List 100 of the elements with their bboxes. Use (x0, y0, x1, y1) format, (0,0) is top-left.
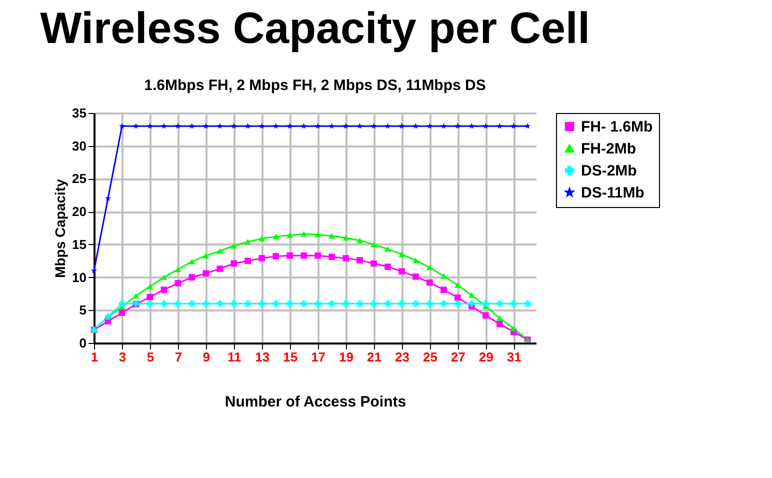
point (454, 282, 461, 288)
point (412, 273, 419, 280)
point (398, 252, 405, 258)
point (216, 122, 223, 129)
x-tick-label: 3 (118, 350, 126, 364)
x-tick-label: 15 (283, 350, 298, 364)
point (342, 122, 349, 129)
point (188, 274, 196, 280)
y-tick-label: 5 (79, 302, 86, 318)
point (132, 292, 140, 298)
point (174, 280, 182, 286)
point (454, 300, 461, 307)
point (398, 122, 405, 129)
point (146, 122, 153, 129)
x-tick-label: 31 (506, 350, 522, 364)
y-tick-label: 30 (72, 138, 86, 154)
point (118, 300, 126, 307)
point (314, 232, 321, 238)
point (440, 273, 447, 279)
point (300, 231, 307, 237)
point (132, 122, 139, 129)
legend-label: DS-11Mb (581, 184, 644, 202)
point (300, 300, 307, 307)
point (510, 326, 517, 332)
point (384, 246, 391, 252)
point (146, 294, 154, 300)
point (342, 300, 349, 307)
point (440, 286, 447, 293)
x-tick-label: 9 (202, 350, 210, 364)
point (314, 252, 321, 259)
chart-title: Wireless Capacity per Cell (40, 4, 590, 53)
legend-label: DS-2Mb (581, 162, 637, 180)
x-tick-label: 23 (394, 350, 410, 364)
point (272, 122, 279, 129)
point (258, 255, 266, 262)
x-tick-label: 21 (367, 350, 382, 364)
point (482, 300, 489, 307)
point (356, 122, 363, 129)
point (202, 270, 210, 277)
y-tick-label: 15 (72, 236, 86, 252)
x-tick-label: 1 (90, 350, 98, 364)
point (398, 268, 405, 275)
point (174, 300, 182, 307)
point (328, 122, 335, 129)
legend-label: FH- 1.6Mb (581, 118, 653, 136)
point (286, 122, 293, 129)
point (174, 266, 182, 272)
point (174, 122, 181, 129)
point (286, 252, 293, 259)
point (440, 300, 447, 307)
point (412, 300, 419, 307)
point (202, 252, 210, 258)
point (356, 300, 363, 307)
point (398, 300, 405, 307)
point (328, 233, 335, 239)
point (216, 248, 224, 254)
point (258, 236, 266, 242)
y-tick-label: 10 (72, 270, 86, 285)
point (286, 300, 293, 307)
point (328, 300, 335, 307)
point (314, 300, 321, 307)
x-tick-label: 11 (228, 350, 242, 364)
chart-subtitle: 1.6Mbps FH, 2 Mbps FH, 2 Mbps DS, 11Mbps DS (144, 77, 486, 94)
y-tick-label: 20 (72, 204, 86, 220)
point (510, 122, 517, 129)
point (300, 252, 307, 259)
point (440, 122, 447, 129)
point (286, 232, 293, 238)
point (146, 300, 154, 307)
x-tick-label: 25 (422, 350, 438, 364)
point (216, 266, 224, 272)
point (370, 260, 377, 267)
point (188, 122, 195, 129)
point (160, 286, 168, 293)
point (202, 300, 210, 307)
point (426, 279, 433, 286)
point (90, 268, 98, 274)
point (468, 122, 475, 129)
point (412, 122, 419, 129)
point (370, 300, 377, 307)
y-tick-label: 35 (72, 106, 86, 120)
point (202, 122, 209, 129)
point (342, 255, 349, 262)
y-tick-label: 25 (72, 171, 86, 186)
point (524, 122, 531, 129)
point (230, 300, 238, 307)
point (230, 122, 237, 129)
point (244, 258, 252, 264)
point (468, 292, 475, 298)
point (216, 300, 224, 307)
point (426, 300, 433, 307)
point (370, 122, 377, 129)
point (160, 122, 167, 129)
point (454, 122, 461, 129)
point (272, 234, 279, 240)
y-tick-label: 0 (79, 336, 86, 350)
point (104, 195, 111, 201)
x-tick-label: 13 (255, 350, 270, 364)
x-tick-label: 29 (478, 350, 494, 364)
point (384, 300, 391, 307)
